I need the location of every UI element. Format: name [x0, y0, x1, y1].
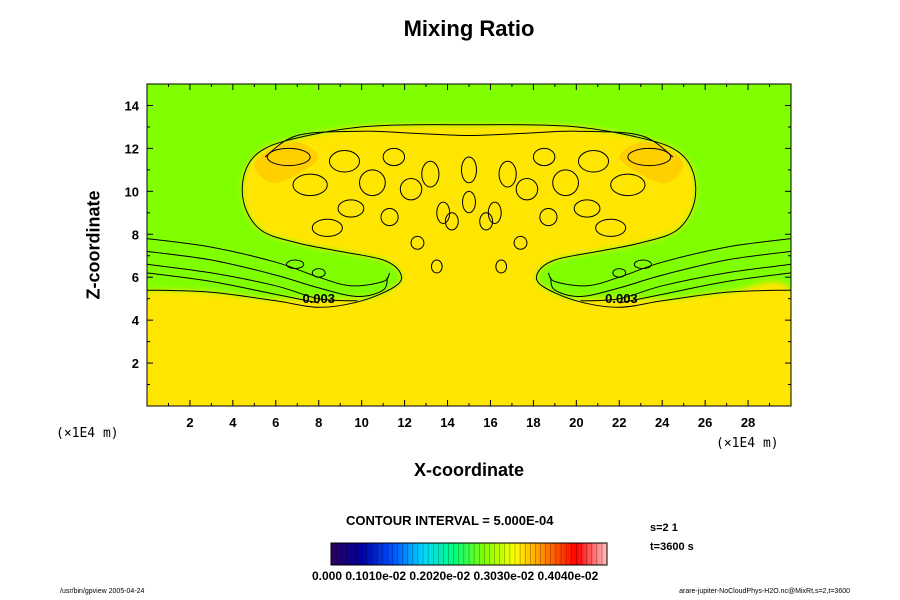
contour-cell-center-low [462, 190, 476, 214]
contour-cell-15-left [311, 268, 326, 278]
contour-cell-14-right [633, 259, 652, 270]
colorbar [330, 542, 608, 566]
y-axis: 2 4 6 8 10 12 14 [125, 83, 791, 407]
footer-left: /usr/bin/gpview 2005-04-24 [60, 588, 145, 595]
contour-interval: CONTOUR INTERVAL = 5.000E-04 [346, 513, 554, 528]
contour-band-left-1 [147, 250, 388, 298]
contour-band-left-3 [147, 272, 319, 304]
plume-region [147, 124, 791, 406]
contour-cell-11-left [430, 259, 443, 274]
contour-cell-7-left [380, 208, 399, 227]
x-tick-label-26: 26 [698, 415, 712, 430]
contour-cell-11-right [495, 259, 508, 274]
contour-cell-15-right [612, 268, 627, 278]
contour-band-right-1 [550, 250, 791, 298]
x-tick-label-12: 12 [397, 415, 411, 430]
x-tick-label-4: 4 [229, 415, 237, 430]
contour-band-right-3 [619, 272, 791, 304]
contour-cell-6-right [515, 177, 539, 201]
y-tick-label-4: 4 [132, 313, 140, 328]
contour-lines [147, 124, 791, 308]
contour-labels: 0.003 0.003 [302, 291, 637, 306]
y-unit-label: (×1E4 m) [56, 426, 119, 441]
contour-plume-inner [264, 130, 674, 158]
time-info: t=3600 s [650, 541, 694, 553]
contour-cell-14-left [286, 259, 305, 270]
contour-cell-1-left [292, 173, 328, 197]
contour-cell-1-right [610, 173, 646, 197]
x-tick-label-6: 6 [272, 415, 279, 430]
x-tick-label-18: 18 [526, 415, 540, 430]
x-tick-label-14: 14 [440, 415, 455, 430]
contour-cell-10-left [410, 235, 425, 250]
contour-cell-4-right [573, 199, 601, 218]
contour-cell-13-right [595, 218, 627, 237]
contour-cell-6-left [399, 177, 423, 201]
contour-band-right-2 [580, 263, 791, 302]
contour-label-1: 0.003 [605, 291, 638, 306]
plot-area [147, 84, 791, 406]
chart-title: Mixing Ratio [403, 16, 535, 41]
y-tick-label-6: 6 [132, 270, 139, 285]
x-tick-label-20: 20 [569, 415, 583, 430]
contour-plume-outline [147, 124, 791, 308]
y-tick-label-14: 14 [125, 98, 140, 113]
x-unit-label: (×1E4 m) [716, 436, 779, 451]
x-tick-label-10: 10 [354, 415, 368, 430]
contour-cell-7-right [539, 208, 558, 227]
contour-cell-8-left [421, 160, 440, 188]
step-info: s=2 1 [650, 522, 678, 534]
contour-cell-2-right [577, 150, 610, 173]
colorbar-labels: 0.000 0.1010e-02 0.2020e-02 0.3030e-02 0… [312, 569, 599, 583]
contour-band-left-2 [147, 263, 358, 302]
x-axis: 2 4 6 8 10 12 14 16 18 20 22 24 26 28 [146, 84, 792, 430]
contour-cell-0-left [266, 147, 311, 167]
contour-cell-3-right [552, 169, 579, 197]
y-tick-label-10: 10 [125, 184, 139, 199]
x-tick-label-16: 16 [483, 415, 497, 430]
x-tick-label-22: 22 [612, 415, 626, 430]
contour-cell-center [460, 156, 478, 184]
contour-cell-4-left [337, 199, 365, 218]
x-tick-label-2: 2 [186, 415, 193, 430]
contour-cell-12-right [479, 212, 494, 231]
contour-cell-5-left [382, 147, 406, 167]
contour-label-0: 0.003 [302, 291, 335, 306]
y-tick-label-8: 8 [132, 227, 139, 242]
contour-cell-12-left [444, 212, 459, 231]
contour-cell-2-left [328, 150, 361, 173]
contour-cell-10-right [513, 235, 528, 250]
x-tick-label-24: 24 [655, 415, 670, 430]
contour-cell-5-right [532, 147, 556, 167]
x-tick-label-28: 28 [741, 415, 755, 430]
y-tick-label-12: 12 [125, 141, 139, 156]
contour-cell-8-right [498, 160, 517, 188]
y-axis-label: Z-coordinate [83, 190, 104, 300]
contour-cell-3-left [359, 169, 386, 197]
contour-cell-0-right [627, 147, 672, 167]
contour-cell-13-left [311, 218, 343, 237]
x-tick-label-8: 8 [315, 415, 322, 430]
x-axis-label: X-coordinate [413, 460, 524, 480]
y-tick-label-2: 2 [132, 356, 139, 371]
footer-right: arare-jupiter-NoCloudPhys-H2O.nc@MixRt,s… [679, 588, 850, 595]
